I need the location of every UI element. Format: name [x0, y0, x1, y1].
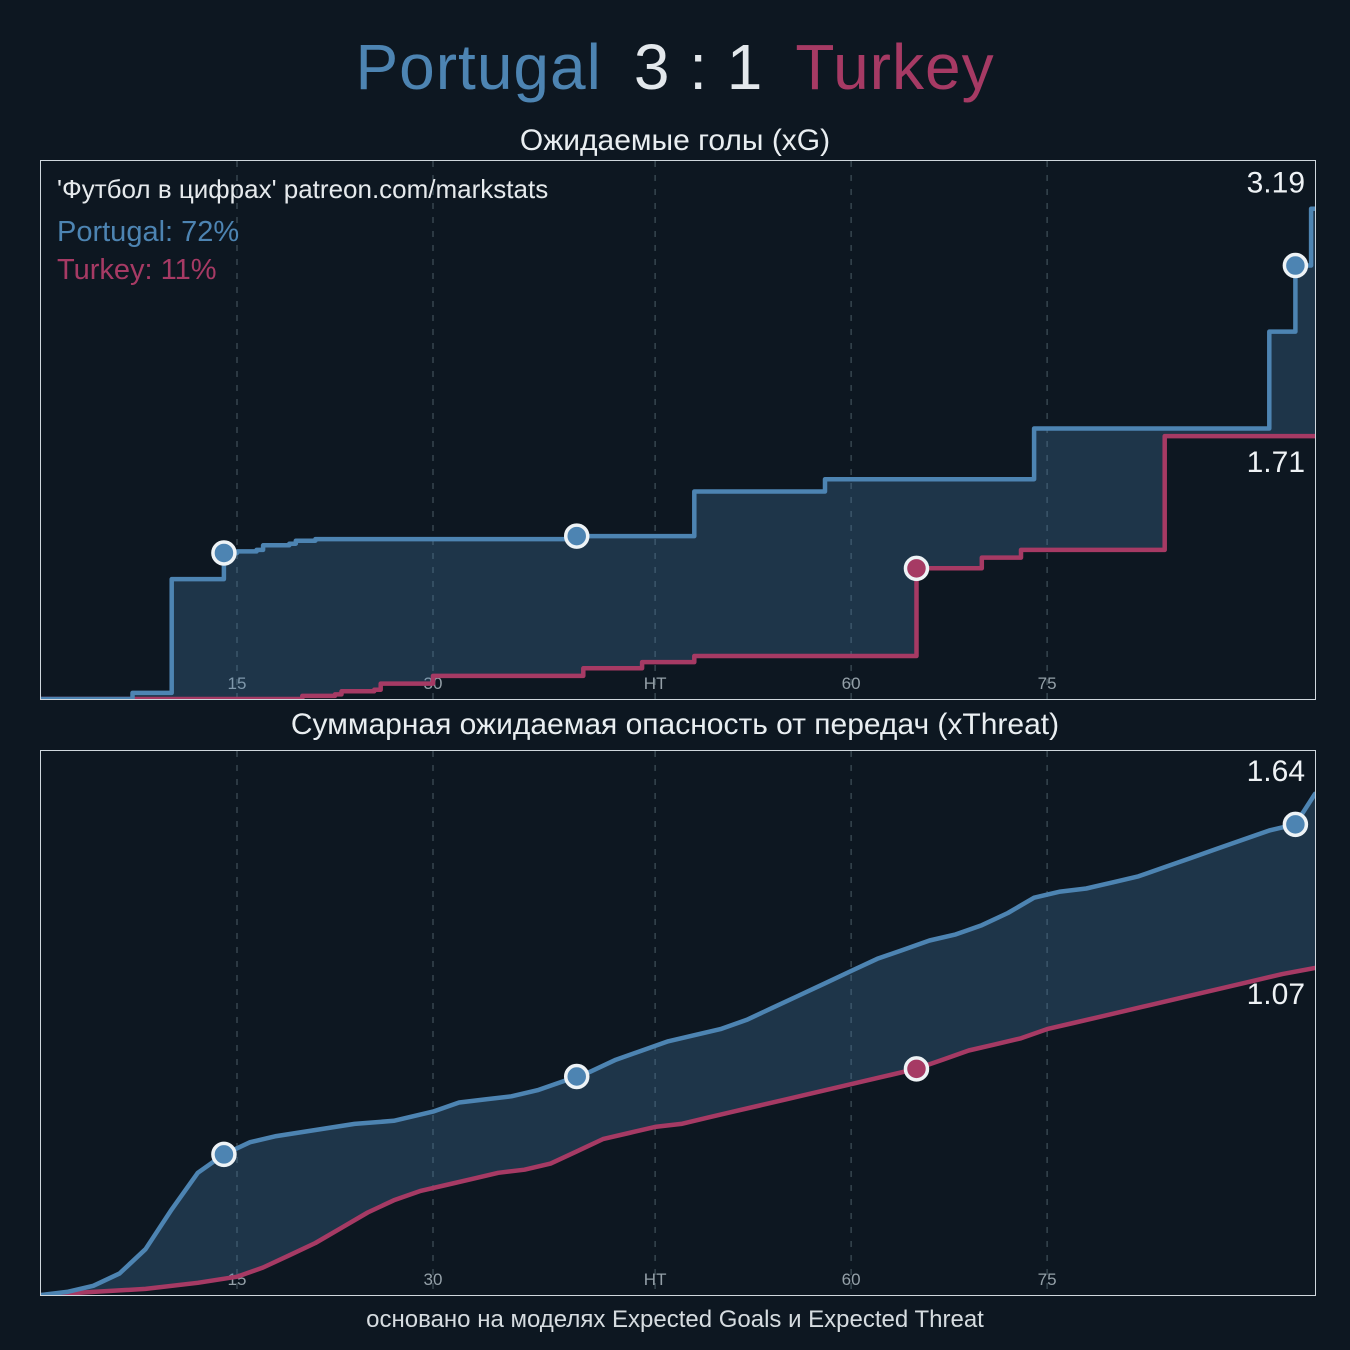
away-end-value: 1.07 [1247, 978, 1305, 1011]
xg-annotations: 'Футбол в цифрах' patreon.com/markstats … [57, 173, 548, 290]
xg-chart-panel: 'Футбол в цифрах' patreon.com/markstats … [40, 160, 1316, 700]
goal-marker-home [211, 1141, 237, 1168]
away-end-value: 1.71 [1247, 446, 1305, 479]
xthreat-plot: 15 30 HT 60 751.641.07 [41, 751, 1315, 1295]
footer-note: основано на моделях Expected Goals и Exp… [366, 1306, 984, 1333]
goal-marker-home [1282, 252, 1309, 279]
xthreat-chart-panel: 15 30 HT 60 75 1.64 1.07 [40, 750, 1316, 1296]
match-score: 3 : 1 [633, 31, 764, 103]
x-tick-label: 15 [228, 674, 247, 693]
home-end-value: 1.64 [1247, 755, 1305, 788]
watermark: 'Футбол в цифрах' patreon.com/markstats [57, 174, 549, 204]
x-tick-label: 60 [842, 1270, 861, 1289]
away-team-name: Turkey [795, 31, 995, 103]
xg-chart-title: Ожидаемые голы (xG) [519, 124, 831, 157]
x-tick-label: 75 [1038, 674, 1057, 693]
x-tick-label: 75 [1038, 1270, 1057, 1289]
home-win-probability: Portugal: 72% [57, 215, 240, 248]
goal-marker-home [1282, 811, 1309, 838]
match-header: Portugal 3 : 1 Turkey [0, 30, 1350, 104]
xthreat-chart: 15 30 HT 60 75 1.64 1.07 [41, 751, 1315, 1295]
away-win-probability: Turkey: 11% [57, 253, 217, 286]
home-line [41, 791, 1315, 1295]
x-tick-label: HT [644, 1270, 667, 1289]
home-end-value: 3.19 [1247, 167, 1305, 200]
home-team-name: Portugal [355, 31, 602, 103]
xg-chart: 1530HT60753.191.71 [41, 161, 1315, 699]
away-line [41, 433, 1315, 699]
xthreat-chart-title: Суммарная ожидаемая опасность от передач… [290, 708, 1060, 741]
away-line [41, 965, 1315, 1295]
goal-marker-home [563, 1063, 590, 1090]
goal-marker-away [903, 1056, 930, 1082]
area-fill [41, 793, 1315, 1295]
goal-marker-home [563, 523, 590, 549]
area-fill [41, 208, 1315, 699]
x-tick-label: HT [644, 674, 667, 693]
home-line [41, 206, 1315, 699]
xg-plot: 1530HT60753.191.71 [41, 161, 1315, 699]
goal-marker-home [211, 540, 237, 566]
goal-marker-away [903, 555, 930, 582]
x-tick-label: 60 [842, 674, 861, 693]
x-tick-label: 30 [424, 1270, 443, 1289]
